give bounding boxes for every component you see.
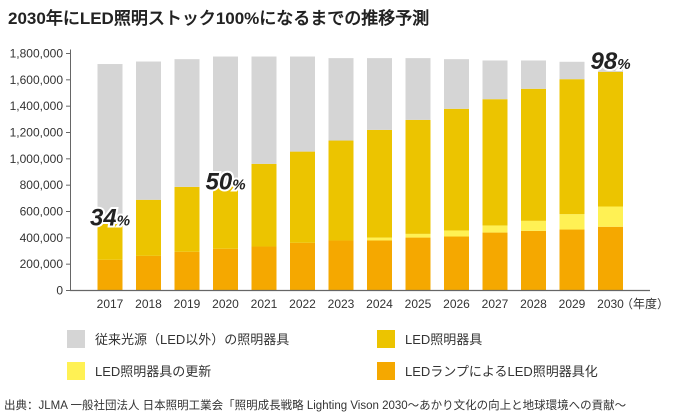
percent-annotation: 34% (90, 205, 130, 232)
x-tick-label: 2029 (559, 297, 586, 311)
bar-segment-2021-s2 (251, 163, 277, 247)
percent-number: 34 (90, 205, 117, 232)
bar-segment-2024-s2 (367, 129, 392, 238)
x-tick-label: 2020 (212, 297, 239, 311)
percent-unit: % (117, 213, 130, 230)
bar-segment-2026-s2 (444, 108, 469, 231)
x-axis: 2017 2018 2019 2020 2021 2022 2023 2024 2025 2026… (97, 297, 625, 311)
y-tick-label: 600,000 (20, 205, 64, 219)
bar-segment-2018-s2 (136, 199, 161, 256)
legend-label: 従来光源（LED以外）の照明器具 (95, 332, 289, 347)
x-tick-label: 2030 (597, 297, 624, 311)
chart-title: 2030年にLED照明ストック100%になるまでの推移予測 (8, 8, 429, 28)
bar-segment-2017-s3 (97, 64, 123, 223)
x-tick-label: 2025 (405, 297, 432, 311)
bar-segment-2021-s0 (251, 246, 277, 291)
y-tick-label: 1,400,000 (10, 99, 64, 113)
x-tick-label: 2024 (366, 297, 393, 311)
bar-segment-2024-s1 (367, 237, 392, 241)
x-tick-label: 2026 (443, 297, 470, 311)
bar-segment-2017-s0 (97, 259, 123, 291)
bar-segment-2030-s0 (598, 226, 623, 291)
bar-segment-2018-s3 (136, 61, 161, 200)
bar-segment-2026-s0 (444, 236, 469, 291)
bar-segment-2025-s1 (405, 233, 431, 238)
x-tick-label: 2023 (328, 297, 355, 311)
legend-swatch (377, 362, 395, 380)
bar-segment-2018-s0 (136, 255, 161, 291)
percent-annotation: 98% (591, 48, 631, 75)
bar-segment-2027-s1 (482, 225, 508, 233)
bar-segment-2024-s0 (367, 240, 392, 291)
y-tick-label: 400,000 (20, 231, 64, 245)
bar-segment-2029-s1 (559, 214, 585, 230)
y-tick-label: 1,000,000 (10, 152, 64, 166)
bar-segment-2030-s1 (598, 206, 623, 227)
bar-segment-2025-s0 (405, 237, 431, 291)
bar-segment-2020-s2 (213, 186, 238, 249)
legend-swatch (377, 330, 395, 348)
x-tick-label: 2021 (251, 297, 278, 311)
bar-segment-2019-s0 (174, 251, 200, 291)
x-tick-label: 2028 (520, 297, 547, 311)
bar-segment-2019-s2 (174, 186, 200, 252)
bar-segment-2025-s2 (405, 119, 431, 234)
bar-segment-2029-s2 (559, 79, 585, 215)
bar-segment-2019-s3 (174, 59, 200, 187)
bar-segment-2028-s0 (521, 230, 546, 291)
x-tick-label: 2022 (289, 297, 316, 311)
y-tick-label: 1,800,000 (10, 47, 64, 61)
bar-segment-2029-s0 (559, 229, 585, 291)
percent-unit: % (232, 176, 245, 193)
legend: 従来光源（LED以外）の照明器具 LED照明器具 LED照明器具の更新 LEDランプに… (67, 330, 598, 380)
bar-segment-2023-s2 (328, 140, 354, 241)
legend-label: LEDランプによるLED照明器具化 (405, 364, 598, 379)
bar-segment-2029-s3 (559, 61, 585, 80)
x-tick-label: 2019 (174, 297, 201, 311)
bar-segment-2022-s3 (290, 56, 315, 152)
bar-segment-2028-s2 (521, 88, 546, 221)
source-note: 出典：JLMA 一般社団法人 日本照明工業会「照明成長戦略 Lighting V… (4, 398, 627, 412)
legend-swatch (67, 330, 85, 348)
legend-label: LED照明器具の更新 (95, 364, 211, 379)
y-axis: 0 200,000 400,000 600,000 800,000 1,000,000 1,… (10, 47, 71, 298)
bar-segment-2022-s0 (290, 242, 315, 291)
y-tick-label: 1,600,000 (10, 73, 64, 87)
x-tick-label: 2027 (482, 297, 509, 311)
percent-number: 98 (591, 48, 618, 75)
bar-segment-2027-s3 (482, 60, 508, 100)
bar-segment-2027-s2 (482, 99, 508, 226)
bar-segment-2028-s1 (521, 220, 546, 231)
legend-label: LED照明器具 (405, 332, 482, 347)
bar-segment-2028-s3 (521, 60, 546, 89)
y-tick-label: 200,000 (20, 257, 64, 271)
bar-segment-2022-s2 (290, 151, 315, 243)
x-tick-label: 2018 (135, 297, 162, 311)
y-tick-label: 1,200,000 (10, 126, 64, 140)
bar-segment-2025-s3 (405, 58, 431, 120)
y-tick-label: 0 (56, 284, 63, 298)
bar-segment-2023-s0 (328, 240, 354, 291)
percent-number: 50 (206, 168, 233, 195)
legend-swatch (67, 362, 85, 380)
bar-segment-2020-s3 (213, 56, 238, 187)
percent-annotation: 50% (206, 168, 246, 195)
y-tick-label: 800,000 (20, 178, 64, 192)
bar-segment-2020-s0 (213, 248, 238, 291)
bar-segment-2027-s0 (482, 232, 508, 291)
bars (97, 56, 623, 291)
bar-segment-2021-s3 (251, 56, 277, 164)
bar-segment-2023-s3 (328, 58, 354, 141)
bar-segment-2030-s2 (598, 71, 623, 207)
bar-segment-2026-s3 (444, 59, 469, 109)
bar-segment-2017-s2 (97, 222, 123, 260)
bar-segment-2030-s3 (598, 62, 623, 72)
bar-segment-2026-s1 (444, 230, 469, 237)
percent-unit: % (617, 56, 630, 73)
x-axis-unit: （年度） (621, 296, 669, 311)
annotations: 34%50%98% (88, 46, 633, 234)
bar-segment-2024-s3 (367, 58, 392, 130)
x-tick-label: 2017 (97, 297, 124, 311)
